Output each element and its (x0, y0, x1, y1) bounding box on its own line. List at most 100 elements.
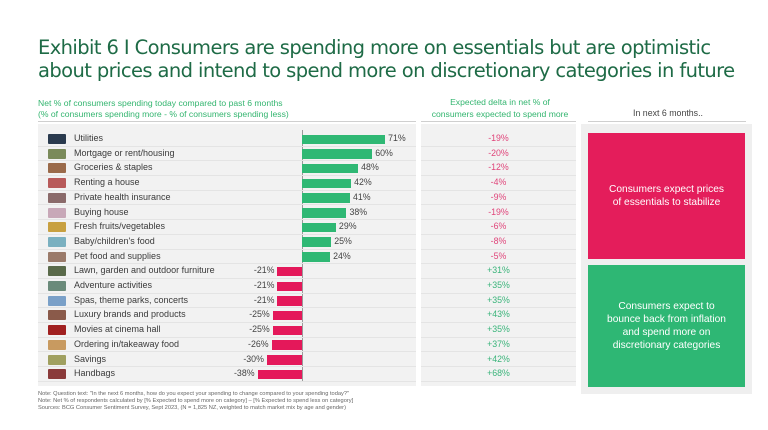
bar-value-label: 42% (354, 177, 372, 188)
delta-row: +35% (421, 323, 576, 338)
bar (302, 178, 352, 189)
delta-row: +35% (421, 294, 576, 309)
delta-value: +31% (487, 265, 510, 276)
summary-header: In next 6 months.. (633, 108, 703, 118)
pet-food-icon (48, 251, 66, 262)
bar-chart-header: Net % of consumers spending today compar… (38, 98, 289, 120)
delta-row: -12% (421, 161, 576, 177)
bar-chart-header-line1: Net % of consumers spending today compar… (38, 98, 283, 108)
bar (302, 134, 386, 144)
delta-row: -19% (421, 132, 576, 147)
bar-value-label: -21% (253, 294, 275, 305)
delta-panel: -19% -20% -12% -4% -9% -19% -6% -8% -5% +31% +35% +… (421, 124, 576, 386)
footnote-sources: Sources: BCG Consumer Sentiment Survey, … (38, 405, 346, 412)
chart-row: Adventure activities -21% (38, 279, 416, 294)
delta-row: +31% (421, 264, 576, 279)
chart-row: Utilities 71% (38, 132, 416, 147)
bar-chart-header-line2: (% of consumers spending more - % of con… (38, 109, 289, 119)
bar-value-label: -26% (248, 338, 269, 349)
summary-panel: Consumers expect prices of essentials to… (581, 124, 752, 394)
delta-row: -9% (421, 191, 576, 206)
bar-value-label: -21% (253, 265, 275, 276)
bar-value-label: 38% (349, 206, 368, 217)
bar-value-label: 71% (388, 133, 406, 143)
delta-value: -20% (488, 147, 509, 158)
health-insurance-icon (48, 192, 66, 203)
chart-row: Mortgage or rent/housing 60% (38, 147, 416, 162)
delta-value: +35% (487, 280, 510, 290)
bar-value-label: 29% (338, 221, 357, 232)
chart-row: Renting a house 42% (38, 176, 416, 191)
category-label: Lawn, garden and outdoor furniture (74, 265, 215, 276)
chart-row: Fresh fruits/vegetables 29% (38, 220, 416, 235)
delta-row: -4% (421, 176, 576, 191)
bar-value-label: -30% (243, 353, 264, 364)
adventure-icon (48, 281, 66, 291)
handbags-icon (48, 369, 66, 380)
bar (277, 281, 302, 291)
bar (302, 149, 373, 159)
delta-value: -12% (488, 162, 509, 173)
renting-icon (48, 178, 66, 189)
chart-row: Handbags -38% (38, 367, 416, 382)
bar-value-label: 25% (334, 235, 352, 246)
header-divider-right (588, 121, 746, 122)
luxury-brands-icon (48, 310, 66, 321)
footnote-question: Note: Question text: "In the next 6 mont… (38, 391, 350, 397)
delta-row: +42% (421, 353, 576, 368)
footnotes: Note: Question text: "In the next 6 mont… (38, 391, 353, 413)
lawn-garden-icon (48, 266, 66, 277)
delta-value: -6% (490, 221, 507, 232)
delta-value: -8% (490, 235, 507, 246)
header-divider-mid (421, 121, 576, 122)
exhibit-title: Exhibit 6 I Consumers are spending more … (38, 36, 735, 82)
chart-row: Private health insurance 41% (38, 191, 416, 206)
bar-value-label: 24% (333, 250, 351, 261)
chart-row: Pet food and supplies 24% (38, 250, 416, 265)
delta-row: -5% (421, 250, 576, 265)
category-label: Mortgage or rent/housing (74, 147, 175, 158)
delta-value: +35% (487, 324, 510, 335)
summary-box-discretionary: Consumers expect to bounce back from inf… (588, 265, 745, 387)
category-label: Luxury brands and products (74, 309, 186, 320)
bar (271, 340, 302, 350)
bar (302, 237, 332, 247)
delta-header-line1: Expected delta in net % of (450, 97, 550, 107)
category-label: Groceries & staples (74, 162, 153, 173)
category-label: Utilities (74, 133, 104, 143)
fruits-vegetables-icon (48, 222, 66, 233)
chart-row: Groceries & staples 48% (38, 161, 416, 177)
delta-row: -6% (421, 220, 576, 235)
bar-value-label: -25% (249, 324, 270, 335)
chart-row: Lawn, garden and outdoor furniture -21% (38, 264, 416, 279)
bar (302, 208, 347, 218)
bar-value-label: -38% (234, 368, 255, 379)
delta-row: +43% (421, 308, 576, 324)
category-label: Spas, theme parks, concerts (74, 294, 189, 305)
summary-box-essentials: Consumers expect prices of essentials to… (588, 133, 745, 259)
chart-row: Luxury brands and products -25% (38, 308, 416, 324)
category-label: Movies at cinema hall (74, 324, 161, 335)
bar-value-label: -21% (253, 280, 275, 290)
delta-value: +68% (487, 368, 510, 379)
category-label: Savings (74, 353, 107, 364)
delta-row: +35% (421, 279, 576, 294)
bar (272, 310, 302, 321)
savings-icon (48, 354, 66, 365)
delta-value: -19% (488, 133, 509, 143)
category-label: Handbags (74, 368, 116, 379)
delta-value: +42% (487, 353, 510, 364)
takeaway-food-icon (48, 339, 66, 350)
mortgage-icon (48, 148, 66, 159)
delta-value: +37% (487, 338, 510, 349)
bar (277, 296, 302, 306)
bar (302, 252, 331, 262)
bar (302, 193, 350, 203)
buying-house-icon (48, 207, 66, 218)
bar-value-label: 48% (361, 162, 379, 173)
bar-value-label: 60% (375, 147, 393, 158)
delta-header: Expected delta in net % of consumers exp… (416, 97, 584, 120)
chart-row: Ordering in/takeaway food -26% (38, 338, 416, 353)
bar (277, 266, 302, 277)
utilities-icon (48, 134, 66, 144)
